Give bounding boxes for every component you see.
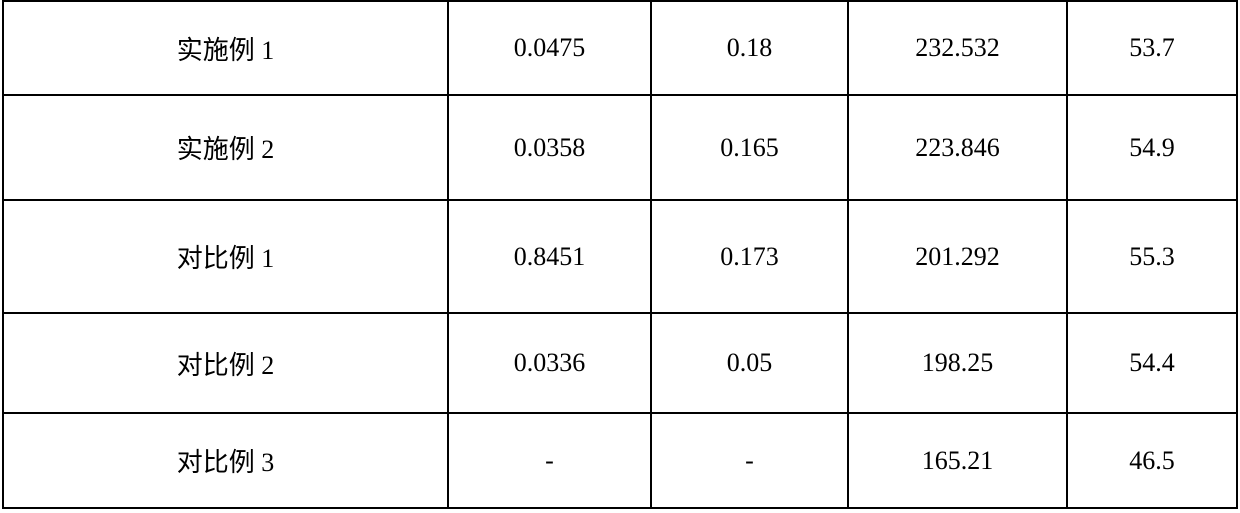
table-row: 实施例 10.04750.18232.53253.7 bbox=[3, 1, 1237, 95]
table-cell: 53.7 bbox=[1067, 1, 1237, 95]
table-cell: 54.9 bbox=[1067, 95, 1237, 200]
table-cell: 223.846 bbox=[848, 95, 1067, 200]
table-cell: 198.25 bbox=[848, 313, 1067, 413]
table-cell: 0.18 bbox=[651, 1, 848, 95]
table-cell: 对比例 1 bbox=[3, 200, 448, 313]
table-cell: 0.0475 bbox=[448, 1, 651, 95]
table-cell: 实施例 1 bbox=[3, 1, 448, 95]
table-cell: 实施例 2 bbox=[3, 95, 448, 200]
table-cell: 55.3 bbox=[1067, 200, 1237, 313]
table-cell: 对比例 2 bbox=[3, 313, 448, 413]
table-cell: 46.5 bbox=[1067, 413, 1237, 508]
table-cell: 201.292 bbox=[848, 200, 1067, 313]
table-cell: 对比例 3 bbox=[3, 413, 448, 508]
table-cell: 54.4 bbox=[1067, 313, 1237, 413]
table-cell: 0.05 bbox=[651, 313, 848, 413]
table-body: 实施例 10.04750.18232.53253.7实施例 20.03580.1… bbox=[3, 1, 1237, 508]
data-table: 实施例 10.04750.18232.53253.7实施例 20.03580.1… bbox=[2, 0, 1238, 509]
table-cell: 165.21 bbox=[848, 413, 1067, 508]
table-cell: 0.173 bbox=[651, 200, 848, 313]
table-cell: 232.532 bbox=[848, 1, 1067, 95]
table-cell: 0.0336 bbox=[448, 313, 651, 413]
table-row: 对比例 3--165.2146.5 bbox=[3, 413, 1237, 508]
table-row: 实施例 20.03580.165223.84654.9 bbox=[3, 95, 1237, 200]
table-cell: - bbox=[448, 413, 651, 508]
table-row: 对比例 10.84510.173201.29255.3 bbox=[3, 200, 1237, 313]
table-cell: 0.0358 bbox=[448, 95, 651, 200]
table-cell: - bbox=[651, 413, 848, 508]
table-row: 对比例 20.03360.05198.2554.4 bbox=[3, 313, 1237, 413]
table-cell: 0.165 bbox=[651, 95, 848, 200]
table-cell: 0.8451 bbox=[448, 200, 651, 313]
